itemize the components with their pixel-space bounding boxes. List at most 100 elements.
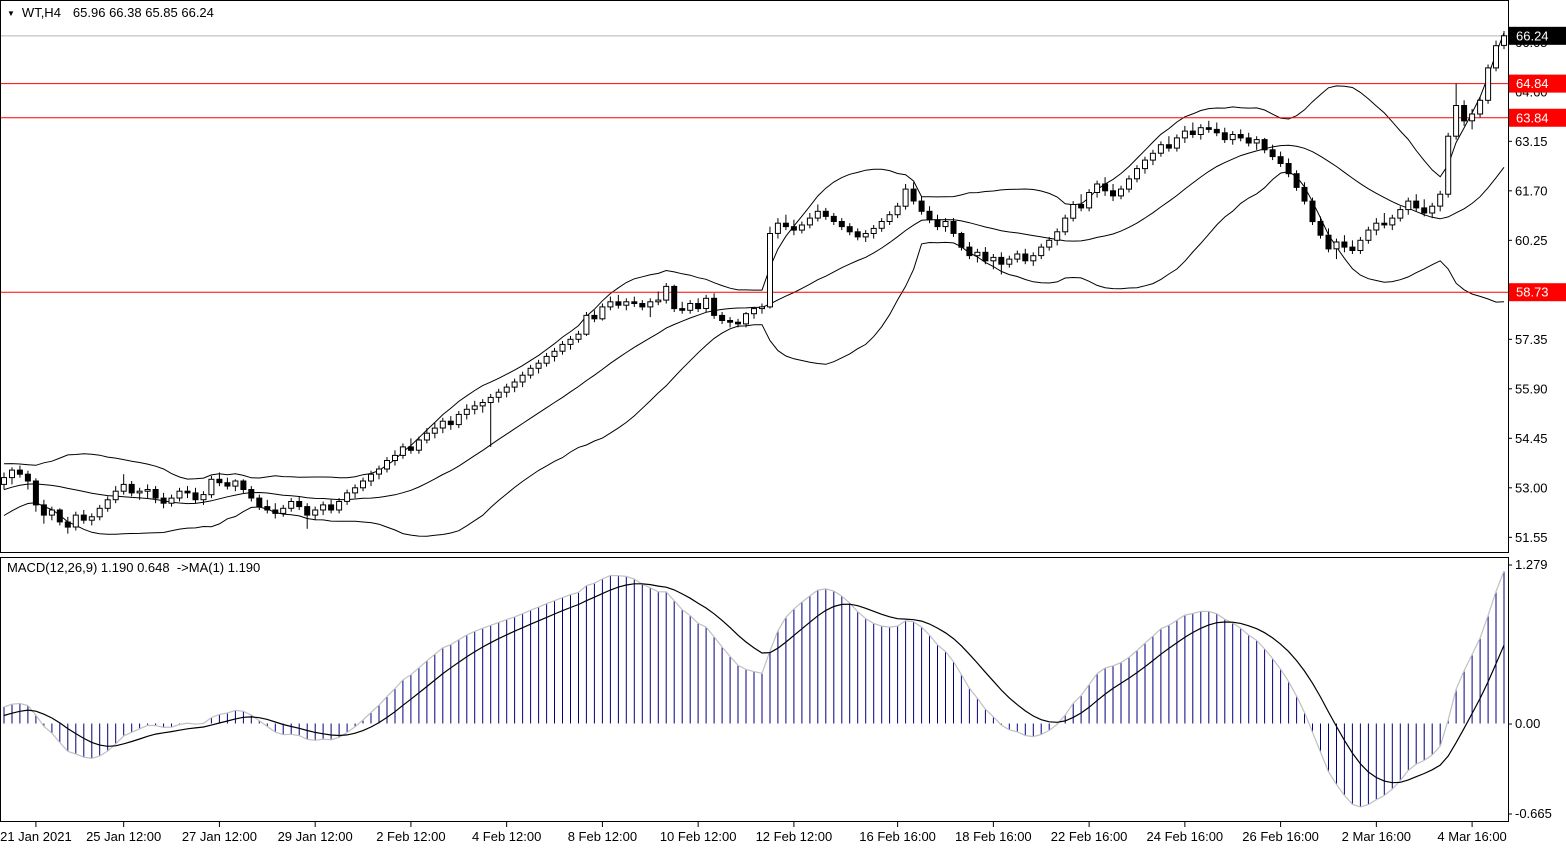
candle-body	[1197, 127, 1204, 135]
price-tick-label: 53.00	[1515, 480, 1548, 495]
candle-body	[974, 251, 981, 257]
candle-body	[1333, 241, 1340, 250]
macd-tick-label: -0.665	[1515, 806, 1552, 821]
candle-body	[1, 477, 7, 485]
price-level-badge-text: 63.84	[1516, 110, 1549, 125]
candle-body	[1349, 246, 1356, 252]
candle-body	[743, 313, 749, 325]
candle-body	[1149, 152, 1156, 161]
candle-body	[998, 256, 1005, 265]
candle-body	[1445, 135, 1452, 195]
candle-body	[870, 227, 877, 234]
candle-body	[184, 490, 191, 494]
candle-body	[1365, 229, 1372, 241]
candle-body	[360, 480, 366, 489]
candle-body	[727, 320, 734, 323]
chart-title: ▼ WT,H4 65.96 66.38 65.85 66.24	[7, 5, 214, 20]
candle-body	[1189, 130, 1196, 136]
candle-body	[1453, 105, 1460, 137]
candles-layer	[1, 31, 1507, 534]
candle-body	[152, 489, 159, 499]
candle-body	[1038, 246, 1045, 257]
candle-body	[1437, 193, 1444, 207]
candle-body	[96, 507, 103, 518]
candle-body	[487, 396, 494, 403]
candle-body	[48, 509, 55, 516]
candle-body	[774, 222, 781, 234]
candle-body	[942, 221, 949, 228]
candle-body	[120, 483, 127, 492]
candle-body	[902, 188, 909, 207]
candle-body	[1357, 239, 1364, 252]
candle-body	[1134, 168, 1140, 180]
candle-body	[846, 226, 853, 233]
candle-body	[1293, 173, 1300, 188]
candle-body	[392, 454, 398, 461]
candle-body	[312, 509, 319, 516]
time-tick-label: 16 Feb 16:00	[859, 829, 936, 844]
bollinger-lower-band	[3, 171, 1505, 537]
macd-panel-frame	[0, 557, 1509, 822]
current-price-badge-text: 66.24	[1516, 28, 1549, 43]
time-tick-label: 29 Jan 12:00	[278, 829, 353, 844]
candle-body	[64, 521, 71, 528]
candle-body	[990, 256, 997, 262]
candle-body	[631, 301, 638, 304]
candle-body	[1325, 234, 1332, 250]
time-tick-label: 4 Mar 16:00	[1437, 829, 1506, 844]
candle-body	[1205, 127, 1212, 130]
candle-body	[567, 338, 574, 345]
candle-body	[535, 362, 542, 369]
candle-body	[1381, 222, 1388, 226]
macd-indicator-label: MACD(12,26,9) 1.190 0.648 ->MA(1) 1.190	[7, 560, 261, 575]
candle-body	[910, 188, 917, 202]
candle-body	[1118, 188, 1124, 197]
candle-body	[958, 233, 965, 248]
candle-body	[687, 303, 694, 311]
candle-body	[1413, 200, 1420, 209]
time-tick-label: 21 Jan 2021	[0, 829, 72, 844]
candle-body	[830, 215, 837, 222]
candle-body	[376, 468, 382, 475]
candle-body	[822, 210, 829, 217]
candle-body	[463, 408, 470, 415]
time-tick-label: 2 Feb 12:00	[376, 829, 445, 844]
candle-body	[479, 402, 486, 407]
price-tick-label: 55.90	[1515, 381, 1548, 396]
price-tick-label: 54.45	[1515, 431, 1548, 446]
macd-tick-label: 0.00	[1515, 716, 1540, 731]
candle-body	[1301, 186, 1308, 202]
candle-body	[304, 506, 311, 516]
candle-body	[695, 303, 702, 310]
candle-body	[336, 501, 343, 511]
candle-body	[767, 233, 773, 308]
candle-body	[160, 497, 167, 504]
candle-body	[1046, 239, 1053, 248]
candle-body	[918, 200, 925, 212]
candle-body	[1245, 137, 1252, 144]
candle-body	[368, 473, 374, 482]
price-level-badge-bg	[1509, 283, 1566, 302]
candle-body	[296, 501, 303, 508]
candle-body	[431, 427, 438, 434]
candle-body	[966, 246, 973, 257]
time-tick-label: 22 Feb 16:00	[1051, 829, 1128, 844]
candle-body	[615, 301, 622, 306]
candle-body	[519, 374, 526, 383]
candle-body	[790, 226, 797, 231]
candle-body	[344, 492, 351, 502]
candle-body	[320, 504, 327, 511]
candle-body	[655, 299, 662, 303]
candle-body	[1389, 217, 1396, 226]
candle-body	[1285, 163, 1292, 175]
price-level-badge-bg	[1509, 108, 1566, 127]
candle-body	[32, 480, 39, 506]
candle-body	[104, 499, 111, 509]
time-tick-label: 26 Feb 16:00	[1242, 829, 1319, 844]
candle-body	[1157, 144, 1164, 154]
symbol-period-label: WT,H4	[21, 5, 61, 20]
candle-body	[248, 489, 255, 499]
price-tick-label: 51.55	[1515, 530, 1548, 545]
candle-body	[854, 231, 861, 238]
